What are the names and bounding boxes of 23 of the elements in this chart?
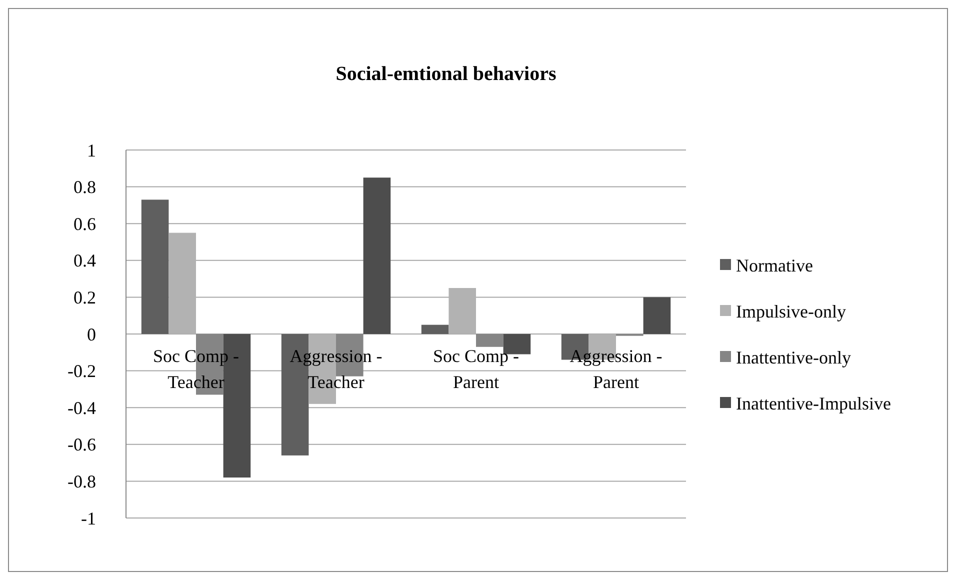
legend-label: Inattentive-Impulsive — [736, 393, 891, 414]
y-tick-label: 1 — [87, 140, 96, 160]
chart-title: Social-emtional behaviors — [336, 63, 556, 85]
bar — [141, 200, 169, 334]
y-tick-label: 0.6 — [74, 214, 96, 234]
bar — [476, 334, 504, 347]
bar — [421, 324, 449, 334]
x-tick-label: Soc Comp - Parent — [432, 346, 520, 392]
bar — [363, 178, 391, 334]
y-tick-label: -0.2 — [68, 361, 96, 382]
y-tick-label: 0 — [87, 324, 96, 344]
legend-label: Normative — [736, 255, 813, 276]
y-tick-label: -0.8 — [68, 472, 96, 492]
x-tick-label: Aggression - Parent — [570, 346, 662, 392]
legend-label: Inattentive-only — [736, 347, 851, 368]
y-tick-label: 0.2 — [74, 288, 96, 308]
y-tick-label: -1 — [81, 508, 96, 528]
y-tick-label: -0.4 — [68, 398, 96, 418]
legend-label: Impulsive-only — [736, 301, 846, 322]
y-tick-label: 0.8 — [74, 177, 96, 198]
y-tick-label: 0.4 — [74, 250, 96, 271]
y-tick-label: -0.6 — [68, 434, 96, 455]
bar — [643, 297, 671, 334]
